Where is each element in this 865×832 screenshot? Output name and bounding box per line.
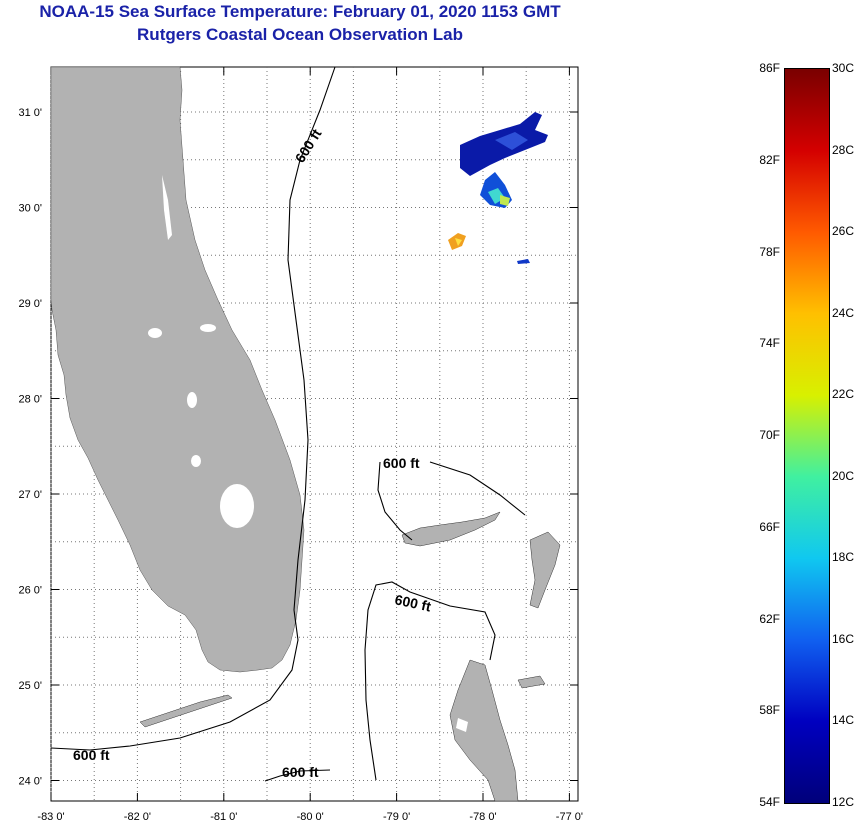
celsius-tick-label: 14C (832, 713, 855, 728)
lon-tick-label: -82 0' (124, 811, 151, 823)
celsius-tick-label: 18C (832, 550, 855, 565)
fahrenheit-tick-label: 66F (759, 519, 780, 534)
lon-tick-label: -77 0' (556, 811, 583, 823)
lat-tick-label: 31 0' (18, 107, 42, 119)
lon-tick-label: -79 0' (383, 811, 410, 823)
lake (191, 455, 201, 467)
isobath-600ft-bahamas-south (364, 581, 496, 781)
fahrenheit-tick-label: 78F (759, 244, 780, 259)
abaco-island (529, 531, 561, 609)
fahrenheit-tick-label: 74F (759, 336, 780, 351)
lon-tick-label: -78 0' (469, 811, 496, 823)
fahrenheit-tick-label: 58F (759, 703, 780, 718)
map-subtitle: Rutgers Coastal Ocean Observation Lab (137, 25, 463, 44)
celsius-tick-label: 12C (832, 795, 855, 809)
celsius-tick-label: 22C (832, 387, 855, 402)
temperature-colorbar (784, 68, 830, 804)
isobath-600ft-florida (50, 66, 336, 751)
lake (187, 392, 197, 408)
celsius-tick-label: 28C (832, 142, 855, 157)
longitude-labels: -83 0' -82 0' -81 0' -80 0' -79 0' -78 0' -77 … (37, 811, 583, 823)
river (162, 175, 172, 240)
lat-tick-label: 24 0' (18, 776, 42, 788)
florida-keys (139, 694, 233, 728)
sst-data-patches (448, 112, 548, 264)
grand-bahama-island (401, 511, 501, 547)
lat-tick-label: 28 0' (18, 394, 42, 406)
lat-tick-label: 30 0' (18, 203, 42, 215)
isobath-600ft-south (264, 769, 331, 782)
celsius-tick-label: 26C (832, 224, 855, 239)
contour-label: 600 ft (383, 455, 420, 471)
contour-label: 600 ft (393, 591, 432, 614)
fahrenheit-tick-label: 86F (759, 61, 780, 75)
fahrenheit-tick-label: 70F (759, 428, 780, 442)
fahrenheit-tick-label: 62F (759, 611, 780, 626)
lat-tick-label: 27 0' (18, 489, 42, 501)
fahrenheit-tick-label: 54F (759, 795, 780, 809)
isobath-600ft-bahamas-north (377, 461, 526, 541)
celsius-tick-label: 24C (832, 305, 855, 320)
lat-tick-label: 29 0' (18, 298, 42, 310)
fahrenheit-tick-label: 82F (759, 152, 780, 167)
lake (148, 328, 162, 338)
map-title: NOAA-15 Sea Surface Temperature: Februar… (39, 2, 561, 21)
lon-tick-label: -80 0' (297, 811, 324, 823)
latitude-labels: 31 0' 30 0' 29 0' 28 0' 27 0' 26 0' 25 0' 24 0' (18, 107, 42, 788)
andros-island (449, 659, 519, 802)
lake-okeechobee (220, 484, 254, 528)
lake (200, 324, 216, 332)
lat-tick-label: 26 0' (18, 585, 42, 597)
andros-lake (456, 718, 468, 732)
contour-label: 600 ft (73, 747, 110, 763)
lon-tick-label: -81 0' (210, 811, 237, 823)
celsius-tick-label: 20C (832, 468, 855, 483)
lon-tick-label: -83 0' (37, 811, 64, 823)
lat-tick-label: 25 0' (18, 680, 42, 692)
contour-label: 600 ft (282, 764, 319, 780)
celsius-tick-label: 16C (832, 631, 855, 646)
berry-islands (517, 675, 546, 689)
celsius-tick-label: 30C (832, 61, 855, 75)
